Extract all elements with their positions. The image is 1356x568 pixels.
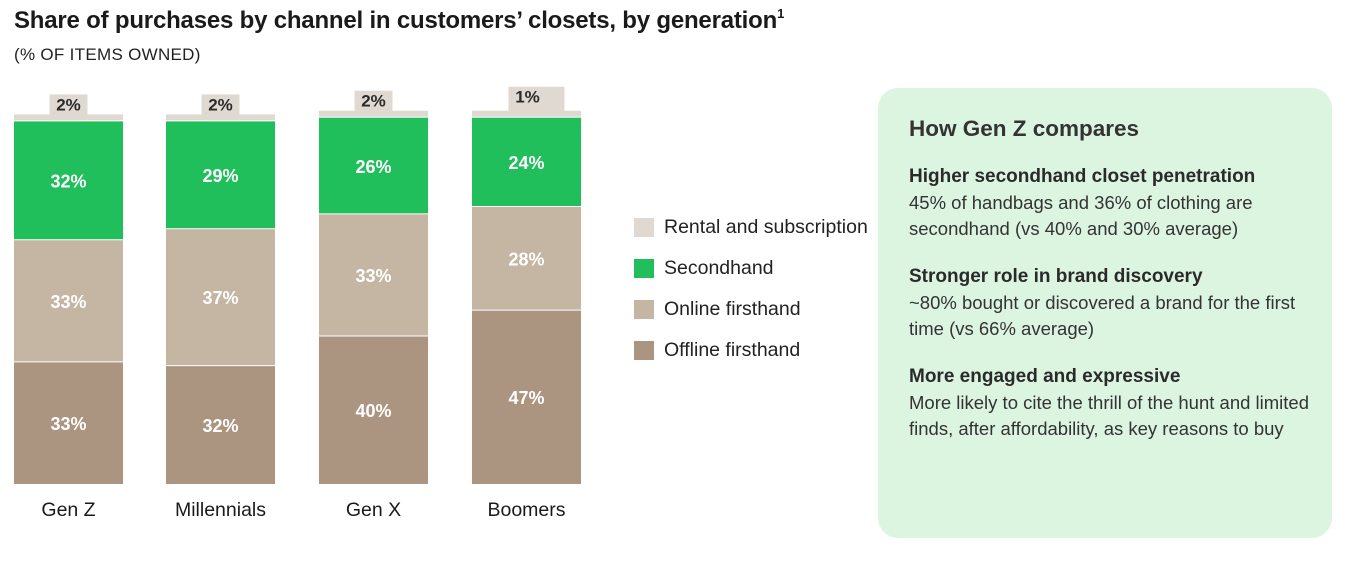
data-label-boomers-secondhand: 24%	[508, 153, 544, 173]
category-label-gen-x: Gen X	[346, 499, 401, 521]
data-label-millennials-offline-firsthand: 32%	[202, 416, 238, 436]
panel-block-text: 45% of handbags and 36% of clothing are …	[909, 192, 1253, 239]
bar-segment-gen-z-offline-firsthand	[14, 361, 123, 484]
data-label-millennials-secondhand: 29%	[202, 166, 238, 186]
legend-label-rental: Rental and subscription	[664, 216, 868, 238]
data-label-box-gen-z-rental-and-subscription	[49, 94, 88, 117]
panel-block-text: ~80% bought or discovered a brand for th…	[909, 292, 1296, 339]
title-footnote-marker: 1	[777, 6, 785, 21]
data-label-boomers-rental-and-subscription: 1%	[515, 88, 540, 107]
legend-item-secondhand: Secondhand	[634, 255, 884, 281]
data-label-millennials-rental-and-subscription: 2%	[208, 95, 233, 114]
stacked-bar-chart: 33% 33% 32% 2% Gen Z 32% 37% 29% 2% Millennials 40…	[14, 86, 581, 521]
legend-swatch-online-firsthand	[634, 300, 654, 319]
legend-label-secondhand: Secondhand	[664, 257, 774, 279]
legend-swatch-offline-firsthand	[634, 341, 654, 360]
legend-swatch-secondhand	[634, 259, 654, 278]
legend-item-offline-firsthand: Offline firsthand	[634, 337, 884, 363]
bar-segment-millennials-rental-and-subscription	[166, 114, 275, 121]
data-label-box-boomers-rental-and-subscription	[508, 86, 565, 113]
bar-segment-gen-x-rental-and-subscription	[319, 110, 428, 117]
panel-block-brand-discovery: Stronger role in brand discovery ~80% bo…	[909, 264, 1312, 342]
data-label-gen-z-offline-firsthand: 33%	[50, 414, 86, 434]
bar-segment-gen-x-secondhand	[319, 117, 428, 214]
panel-block-text: More likely to cite the thrill of the hu…	[909, 392, 1309, 439]
bar-segment-millennials-offline-firsthand	[166, 365, 275, 484]
data-label-box-gen-x-rental-and-subscription	[354, 90, 393, 113]
data-label-gen-x-rental-and-subscription: 2%	[361, 92, 386, 111]
chart-subtitle: (% OF ITEMS OWNED)	[14, 45, 201, 64]
legend-swatch-rental	[634, 218, 654, 237]
bar-segment-boomers-secondhand	[472, 117, 581, 207]
bar-segment-gen-z-rental-and-subscription	[14, 114, 123, 121]
bar-segment-gen-x-online-firsthand	[319, 213, 428, 336]
data-label-gen-z-secondhand: 32%	[50, 172, 86, 192]
bar-segment-gen-x-offline-firsthand	[319, 336, 428, 484]
data-label-gen-x-online-firsthand: 33%	[355, 266, 391, 286]
bar-segment-millennials-online-firsthand	[166, 228, 275, 366]
data-label-gen-z-online-firsthand: 33%	[50, 292, 86, 312]
bar-segment-millennials-secondhand	[166, 121, 275, 229]
legend-item-online-firsthand: Online firsthand	[634, 296, 884, 322]
legend-item-rental: Rental and subscription	[634, 214, 884, 240]
data-label-boomers-online-firsthand: 28%	[508, 249, 544, 269]
bar-segment-boomers-rental-and-subscription	[472, 110, 581, 117]
gen-z-comparison-panel: How Gen Z compares Higher secondhand clo…	[878, 88, 1332, 538]
data-label-gen-z-rental-and-subscription: 2%	[56, 95, 81, 114]
panel-block-title: More engaged and expressive	[909, 366, 1181, 387]
panel-block-title: Higher secondhand closet penetration	[909, 166, 1256, 187]
panel-block-secondhand: Higher secondhand closet penetration 45%…	[909, 164, 1312, 242]
data-label-gen-x-secondhand: 26%	[355, 157, 391, 177]
category-label-millennials: Millennials	[175, 499, 266, 521]
data-label-millennials-online-firsthand: 37%	[202, 288, 238, 308]
bar-segment-boomers-offline-firsthand	[472, 310, 581, 484]
legend-label-online-firsthand: Online firsthand	[664, 298, 801, 320]
chart-title: Share of purchases by channel in custome…	[14, 6, 784, 35]
data-label-boomers-offline-firsthand: 47%	[508, 388, 544, 408]
chart-title-text: Share of purchases by channel in custome…	[14, 7, 778, 34]
legend-label-offline-firsthand: Offline firsthand	[664, 339, 801, 361]
category-label-gen-z: Gen Z	[41, 499, 95, 521]
data-label-gen-x-offline-firsthand: 40%	[355, 401, 391, 421]
bar-segment-gen-z-secondhand	[14, 121, 123, 240]
chart-legend: Rental and subscription Secondhand Onlin…	[634, 214, 884, 378]
category-label-boomers: Boomers	[487, 499, 565, 521]
data-label-box-millennials-rental-and-subscription	[201, 94, 240, 117]
panel-block-title: Stronger role in brand discovery	[909, 266, 1203, 287]
panel-heading: How Gen Z compares	[909, 116, 1140, 141]
panel-block-engagement: More engaged and expressive More likely …	[909, 364, 1312, 442]
bar-segment-boomers-online-firsthand	[472, 206, 581, 311]
bar-segment-gen-z-online-firsthand	[14, 239, 123, 362]
